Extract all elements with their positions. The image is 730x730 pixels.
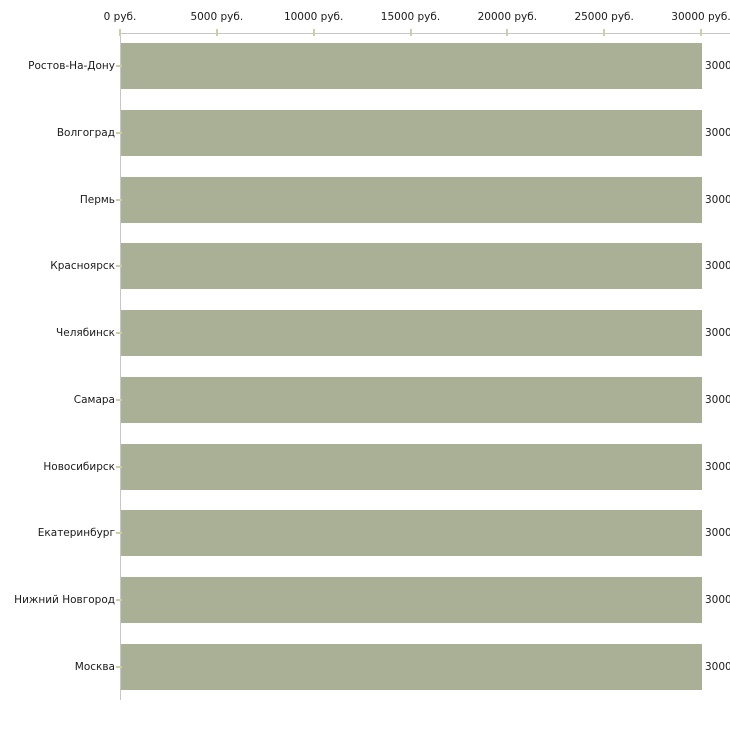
y-axis-line <box>120 33 121 700</box>
chart-row: Екатеринбург 30000 <box>0 500 730 567</box>
y-tick-mark <box>116 598 122 601</box>
bar-value-label: 30000 <box>705 127 730 140</box>
chart-row: Волгоград 30000 <box>0 100 730 167</box>
bar-value-label: 30000 <box>705 60 730 73</box>
y-tick-label: Нижний Новгород <box>14 593 115 606</box>
x-tick-label: 25000 руб. <box>574 11 634 23</box>
chart-row: Москва 30000 <box>0 633 730 700</box>
y-tick-mark <box>116 65 122 68</box>
y-tick-label: Москва <box>74 660 115 673</box>
bar-value-label: 30000 <box>705 527 730 540</box>
bar <box>121 243 702 290</box>
x-tick-mark <box>700 29 702 36</box>
bar <box>121 643 702 690</box>
y-tick-mark <box>116 265 122 268</box>
y-tick-mark <box>116 398 122 401</box>
y-tick-label: Красноярск <box>50 260 115 273</box>
bar-value-label: 30000 <box>705 260 730 273</box>
y-tick-label: Ростов-На-Дону <box>28 60 115 73</box>
bar-value-label: 30000 <box>705 193 730 206</box>
bar <box>121 110 702 157</box>
y-tick-label: Новосибирск <box>43 460 115 473</box>
chart-row: Челябинск 30000 <box>0 300 730 367</box>
bar <box>121 376 702 423</box>
x-tick-label: 15000 руб. <box>380 11 441 23</box>
y-tick-label: Самара <box>73 393 115 406</box>
bar <box>121 310 702 357</box>
x-tick-mark <box>603 29 606 36</box>
x-tick-label: 30000 руб. <box>671 11 730 23</box>
x-tick-label: 20000 руб. <box>477 11 538 23</box>
bar <box>121 443 702 490</box>
chart-row: Нижний Новгород 30000 <box>0 567 730 634</box>
bar-value-label: 30000 <box>705 593 730 606</box>
y-tick-mark <box>116 332 122 335</box>
x-tick-mark <box>119 29 121 36</box>
y-tick-mark <box>116 132 122 135</box>
y-tick-mark <box>116 198 122 201</box>
y-tick-mark <box>116 532 122 535</box>
x-tick-mark <box>409 29 412 36</box>
bar <box>121 576 702 623</box>
y-tick-mark <box>116 665 122 668</box>
y-tick-label: Волгоград <box>56 127 115 140</box>
y-tick-label: Пермь <box>79 193 115 206</box>
y-tick-mark <box>116 465 122 468</box>
bar-value-label: 30000 <box>705 393 730 406</box>
bar <box>121 510 702 557</box>
y-tick-label: Екатеринбург <box>37 527 115 540</box>
chart-row: Самара 30000 <box>0 367 730 434</box>
x-tick-mark <box>215 29 218 36</box>
chart-row: Новосибирск 30000 <box>0 433 730 500</box>
x-tick-mark <box>312 29 315 36</box>
bar <box>121 43 702 90</box>
x-tick-mark <box>506 29 509 36</box>
x-tick-label: 5000 руб. <box>190 11 244 23</box>
bar-value-label: 30000 <box>705 460 730 473</box>
y-tick-label: Челябинск <box>56 327 115 340</box>
chart-row: Ростов-На-Дону 30000 <box>0 33 730 100</box>
chart-row: Красноярск 30000 <box>0 233 730 300</box>
bar-value-label: 30000 <box>705 327 730 340</box>
bar-value-label: 30000 <box>705 660 730 673</box>
x-tick-label: 10000 руб. <box>283 11 344 23</box>
bar <box>121 176 702 223</box>
chart-row: Пермь 30000 <box>0 166 730 233</box>
x-axis-line <box>120 33 730 34</box>
x-tick-label: 0 руб. <box>103 11 137 23</box>
